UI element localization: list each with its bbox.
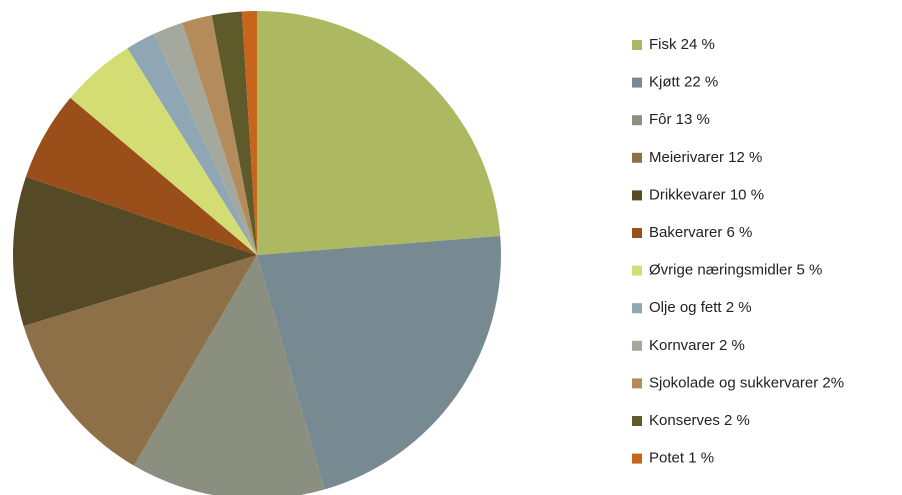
legend-label: Kjøtt 22 %: [649, 74, 718, 91]
pie-slice: [133, 255, 325, 495]
legend-label: Fôr 13 %: [649, 111, 710, 128]
legend-swatch: [632, 77, 642, 88]
pie-slice: [23, 255, 257, 466]
pie-slice: [154, 22, 257, 255]
legend-swatch: [632, 265, 642, 276]
legend-swatch: [632, 152, 642, 163]
legend-swatch: [632, 228, 642, 238]
pie-slice: [25, 97, 258, 255]
legend-swatch: [632, 416, 642, 426]
legend-label: Øvrige næringsmidler 5 %: [649, 262, 822, 279]
legend-label: Olje og fett 2 %: [649, 299, 752, 316]
legend-swatch: [632, 190, 642, 201]
legend-swatch: [632, 340, 642, 351]
legend-swatch: [632, 453, 642, 464]
legend-swatch: [632, 378, 642, 389]
legend-label: Konserves 2 %: [649, 412, 750, 429]
legend-label: Fisk 24 %: [649, 36, 715, 53]
legend-label: Drikkevarer 10 %: [649, 186, 764, 203]
pie-slice: [257, 11, 501, 255]
legend-label: Kornvarer 2 %: [649, 337, 745, 354]
legend-swatch: [632, 303, 642, 314]
legend-label: Potet 1 %: [649, 450, 714, 467]
legend-swatch: [632, 115, 642, 126]
pie-slice: [257, 236, 501, 490]
legend-label: Sjokolade og sukkervarer 2%: [649, 374, 844, 391]
pie-slice: [70, 48, 257, 255]
legend-swatch: [632, 40, 642, 50]
legend-label: Meierivarer 12 %: [649, 149, 762, 166]
pie-slice: [211, 11, 257, 255]
pie-slice: [13, 176, 258, 327]
pie-slice: [127, 33, 258, 256]
pie-slice: [182, 15, 257, 255]
pie-slice: [241, 11, 257, 255]
legend-label: Bakervarer 6 %: [649, 224, 752, 241]
